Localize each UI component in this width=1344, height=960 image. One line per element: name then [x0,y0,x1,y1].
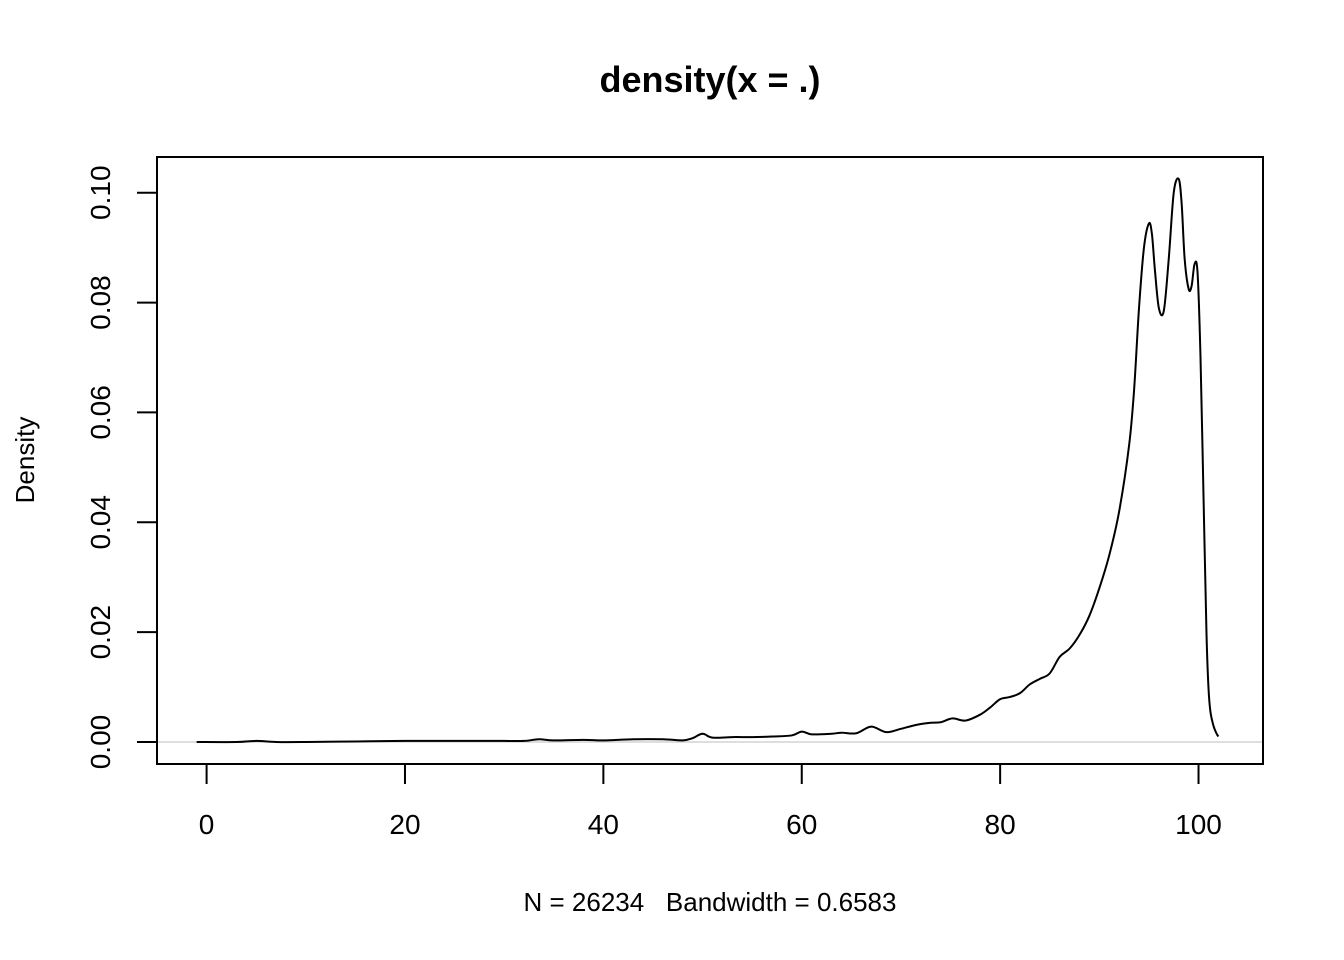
y-tick-label: 0.02 [85,605,116,660]
y-tick-label: 0.04 [85,495,116,550]
x-tick-label: 100 [1175,809,1222,840]
x-axis-label: N = 26234 Bandwidth = 0.6583 [524,887,897,917]
x-axis: 0 20 40 60 80 100 [199,763,1222,840]
x-tick-label: 60 [786,809,817,840]
plot-frame [156,156,1264,765]
x-tick-label: 0 [199,809,215,840]
chart-title: density(x = .) [599,59,820,100]
density-curve [196,177,1220,744]
x-tick-label: 40 [588,809,619,840]
y-axis-label: Density [10,417,40,504]
x-tick-label: 20 [389,809,420,840]
y-tick-label: 0.00 [85,715,116,770]
y-tick-label: 0.08 [85,275,116,330]
x-tick-label: 80 [985,809,1016,840]
y-tick-label: 0.10 [85,165,116,220]
y-axis: 0.00 0.02 0.04 0.06 0.08 0.10 [85,165,158,770]
y-tick-label: 0.06 [85,385,116,440]
